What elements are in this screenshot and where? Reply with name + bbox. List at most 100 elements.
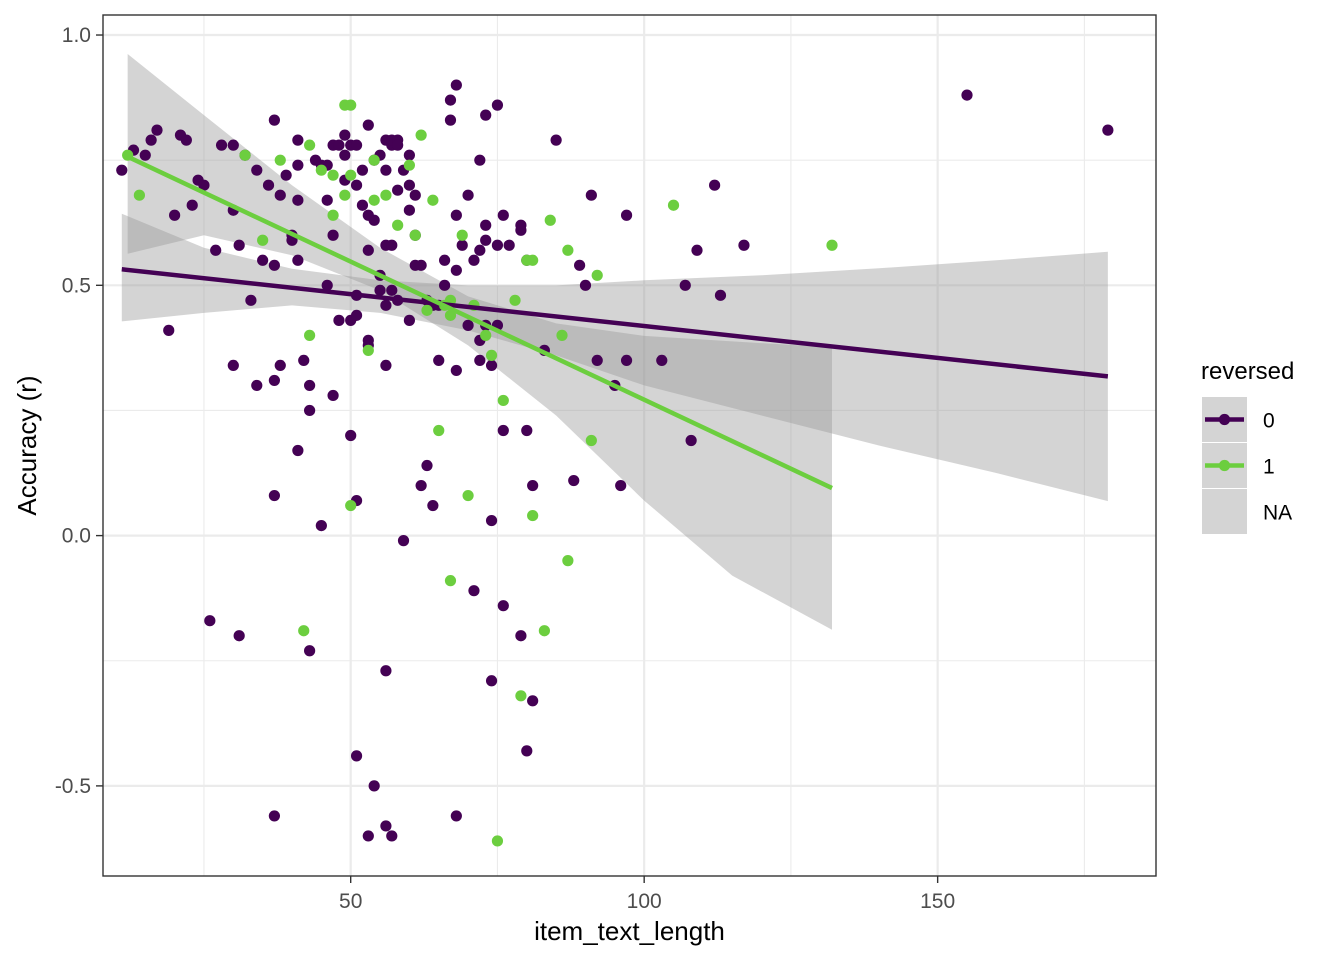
data-point-0 [380, 359, 392, 372]
data-point-0 [356, 164, 369, 176]
data-point-0 [568, 474, 580, 487]
data-point-0 [485, 675, 498, 687]
data-point-0 [738, 239, 750, 251]
data-point-0 [480, 234, 492, 246]
data-point-0 [468, 254, 480, 266]
data-point-0 [485, 514, 498, 527]
y-tick-label: 0.0 [62, 525, 91, 548]
data-point-0 [515, 224, 527, 236]
data-point-0 [491, 99, 504, 111]
data-point-0 [374, 284, 386, 296]
data-point-0 [350, 309, 363, 321]
data-point-0 [292, 444, 304, 457]
data-point-0 [292, 254, 304, 266]
data-point-0 [280, 169, 292, 181]
data-point-1 [304, 329, 316, 341]
data-point-1 [380, 189, 392, 201]
data-point-0 [339, 149, 351, 161]
data-point-0 [333, 139, 345, 151]
data-point-0 [462, 189, 474, 201]
data-point-0 [292, 159, 304, 171]
data-point-0 [262, 179, 275, 191]
data-point-0 [450, 264, 462, 276]
data-point-1 [133, 189, 145, 201]
data-point-0 [497, 424, 509, 437]
data-point-0 [304, 379, 316, 392]
data-point-0 [356, 199, 369, 211]
x-tick-label: 50 [339, 890, 362, 913]
data-point-1 [368, 154, 380, 166]
data-point-0 [714, 289, 727, 301]
data-point-0 [233, 630, 245, 642]
confidence-ribbon-0 [121, 213, 1108, 502]
legend-key-point [1218, 413, 1231, 426]
data-point-1 [427, 194, 439, 206]
data-point-0 [274, 359, 286, 372]
data-point-0 [245, 294, 257, 306]
data-point-1 [327, 209, 339, 221]
data-point-0 [579, 279, 592, 291]
data-point-0 [350, 179, 363, 191]
data-point-1 [462, 489, 474, 502]
data-point-0 [409, 189, 421, 201]
data-point-0 [362, 830, 374, 842]
data-point-0 [415, 259, 427, 271]
legend-label: 0 [1263, 410, 1275, 433]
data-point-0 [527, 479, 539, 492]
data-point-1 [368, 194, 380, 206]
data-point-0 [480, 109, 492, 121]
legend-item-0: 0 [1202, 397, 1275, 442]
data-point-0 [591, 354, 603, 367]
data-point-1 [345, 169, 357, 181]
data-point-1 [456, 229, 468, 241]
data-point-0 [380, 820, 392, 832]
data-point-1 [562, 244, 574, 256]
data-point-1 [345, 499, 357, 512]
data-point-0 [450, 364, 462, 377]
data-point-0 [450, 209, 462, 221]
data-point-1 [315, 164, 327, 176]
legend-title: reversed [1201, 358, 1294, 385]
data-point-0 [415, 479, 427, 492]
data-point-1 [433, 424, 445, 437]
confidence-ribbons [121, 54, 1108, 630]
data-point-0 [397, 535, 410, 547]
data-point-0 [450, 79, 462, 91]
data-point-0 [521, 745, 533, 757]
data-point-0 [227, 359, 239, 372]
data-point-0 [392, 139, 404, 151]
data-point-0 [1102, 124, 1114, 136]
x-axis-title: item_text_length [534, 916, 725, 946]
data-point-1 [409, 229, 421, 241]
data-point-0 [386, 830, 398, 842]
data-point-0 [145, 134, 157, 146]
data-point-0 [210, 244, 222, 256]
data-point-0 [380, 164, 392, 176]
data-point-0 [550, 134, 562, 146]
x-tick-label: 150 [920, 890, 955, 913]
data-point-0 [485, 359, 498, 372]
data-point-0 [386, 284, 398, 296]
legend-label: 1 [1263, 456, 1275, 479]
data-point-0 [439, 254, 451, 266]
data-point-0 [527, 695, 539, 707]
data-point-0 [139, 149, 151, 161]
fit-line-1 [126, 154, 833, 491]
data-point-0 [268, 374, 280, 387]
data-point-1 [274, 154, 286, 166]
data-point-0 [380, 665, 392, 677]
legend: reversed 0 1 NA [1201, 358, 1294, 534]
data-point-0 [368, 780, 380, 792]
data-point-0 [292, 134, 304, 146]
data-point-0 [474, 354, 486, 367]
data-point-0 [298, 354, 310, 367]
data-point-0 [403, 179, 415, 191]
data-point-0 [491, 239, 504, 251]
data-point-0 [333, 314, 345, 326]
data-point-0 [180, 134, 192, 146]
data-point-0 [327, 389, 339, 402]
data-point-1 [304, 139, 316, 151]
legend-item-1: 1 [1202, 443, 1275, 488]
data-point-0 [421, 459, 433, 472]
